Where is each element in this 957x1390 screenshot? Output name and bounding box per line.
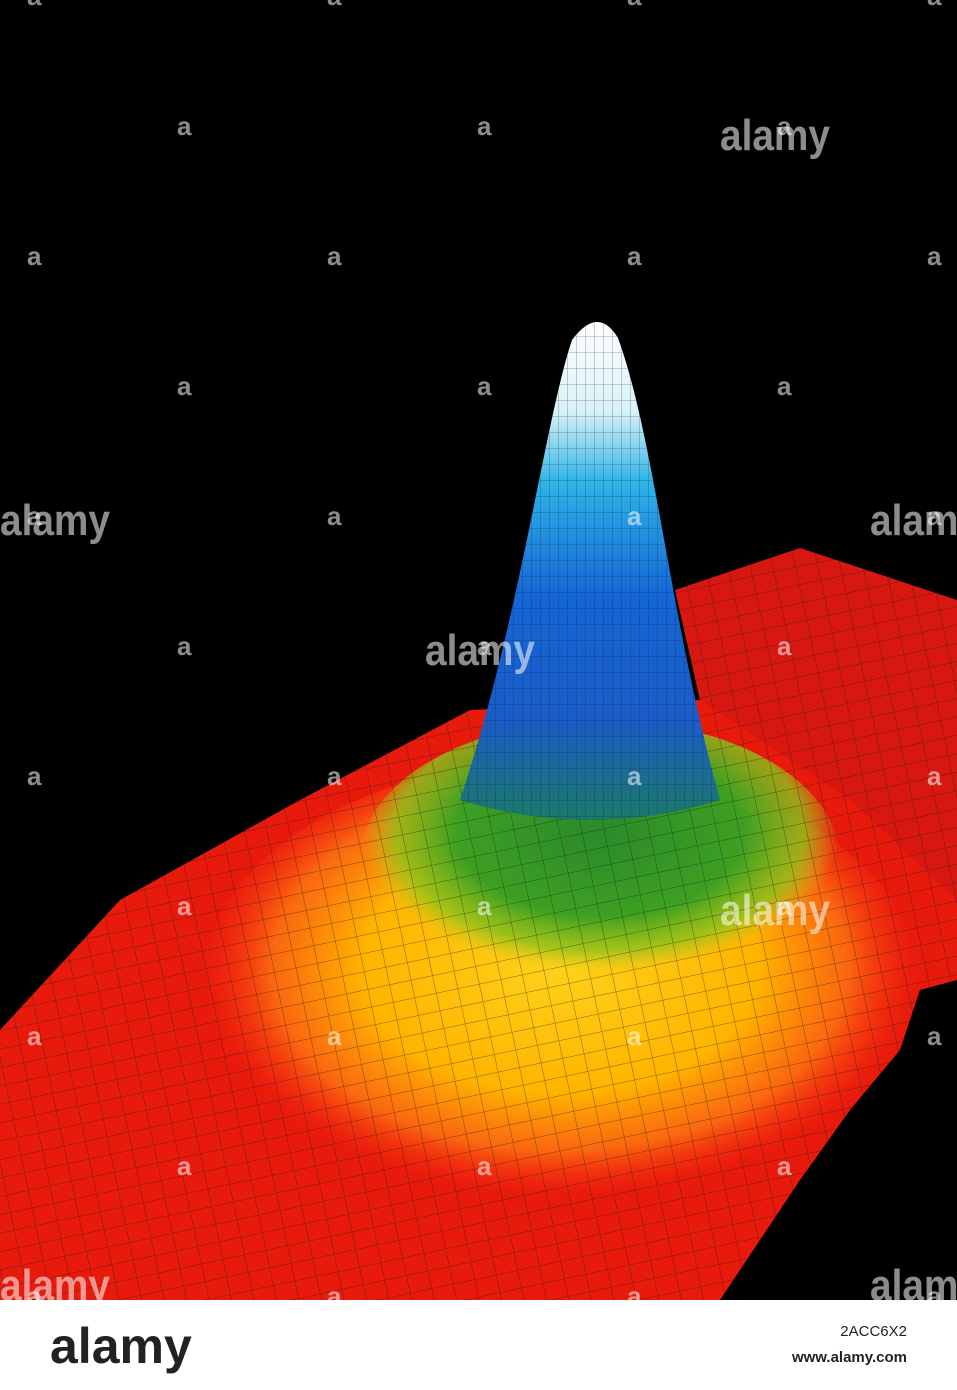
watermark-letter: a <box>327 1021 342 1051</box>
watermark-letter: a <box>177 891 192 921</box>
watermark-word: alamy <box>0 496 110 545</box>
image-id: 2ACC6X2 <box>840 1323 907 1340</box>
watermark-letter: a <box>327 241 342 271</box>
watermark-letter: a <box>777 891 792 921</box>
footer-url: www.alamy.com <box>791 1349 907 1366</box>
watermark-letter: a <box>627 761 642 791</box>
footer-bar <box>0 1300 957 1390</box>
watermark-letter: a <box>477 371 492 401</box>
watermark-letter: a <box>27 761 42 791</box>
watermark-letter: a <box>927 761 942 791</box>
watermark-letter: a <box>927 1021 942 1051</box>
watermark-letter: a <box>477 631 492 661</box>
watermark-letter: a <box>27 1021 42 1051</box>
watermark-letter: a <box>627 501 642 531</box>
watermark-letter: a <box>627 241 642 271</box>
watermark-letter: a <box>327 0 342 11</box>
watermark-letter: a <box>177 631 192 661</box>
watermark-letter: a <box>27 241 42 271</box>
footer-logo: alamy <box>50 1318 192 1374</box>
watermark-letter: a <box>27 501 42 531</box>
peak-mesh <box>460 321 720 820</box>
watermark-letter: a <box>777 371 792 401</box>
watermark-letter: a <box>627 1021 642 1051</box>
watermark-word: alamy <box>720 111 830 160</box>
watermark-word: alamy <box>870 496 957 545</box>
watermark-letter: a <box>927 241 942 271</box>
watermark-letter: a <box>777 631 792 661</box>
watermark-letter: a <box>177 1151 192 1181</box>
watermark-letter: a <box>477 1151 492 1181</box>
watermark-letter: a <box>327 501 342 531</box>
watermark-letter: a <box>177 371 192 401</box>
watermark-letter: a <box>777 111 792 141</box>
watermark-letter: a <box>927 0 942 11</box>
watermark-letter: a <box>627 0 642 11</box>
watermark-letter: a <box>477 891 492 921</box>
watermark-letter: a <box>927 501 942 531</box>
watermark-letter: a <box>177 111 192 141</box>
watermark-word: alamy <box>425 626 535 675</box>
watermark-letter: a <box>477 111 492 141</box>
watermark-letter: a <box>777 1151 792 1181</box>
watermark-letter: a <box>27 0 42 11</box>
watermark-word: alamy <box>720 886 830 935</box>
watermark-letter: a <box>327 761 342 791</box>
